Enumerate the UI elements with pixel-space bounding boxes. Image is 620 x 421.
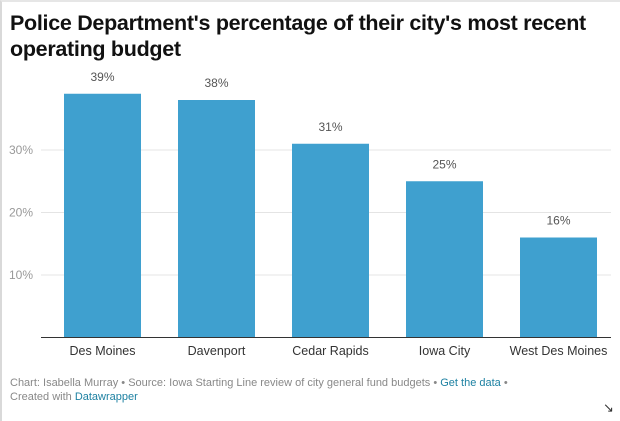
value-label: 16% xyxy=(546,214,570,228)
value-labels: 39% 38% 31% 25% 16% xyxy=(90,70,570,228)
value-label: 31% xyxy=(318,120,342,134)
source-text: Source: Iowa Starting Line review of cit… xyxy=(128,377,431,389)
chart-credit: Chart: Isabella Murray xyxy=(10,377,119,389)
x-tick-label: Des Moines xyxy=(70,344,136,358)
bar xyxy=(520,237,597,338)
y-tick-labels: 10% 20% 30% xyxy=(9,143,33,282)
bar xyxy=(292,143,369,338)
bar xyxy=(406,181,483,338)
x-tick-label: Iowa City xyxy=(419,344,471,358)
x-tick-label: Cedar Rapids xyxy=(292,344,368,358)
resize-icon[interactable]: ↘ xyxy=(603,400,614,415)
datawrapper-link[interactable]: Datawrapper xyxy=(74,391,138,403)
chart-title: Police Department's percentage of their … xyxy=(10,11,586,61)
chart-footer: Chart: Isabella Murray • Source: Iowa St… xyxy=(10,376,508,404)
bars xyxy=(64,93,597,338)
bar xyxy=(178,100,255,338)
value-label: 39% xyxy=(90,70,114,84)
separator: • xyxy=(430,377,441,389)
y-tick-label: 10% xyxy=(9,268,33,282)
y-tick-label: 20% xyxy=(9,206,33,220)
separator: • xyxy=(118,377,129,389)
separator: • xyxy=(500,377,508,389)
y-tick-label: 30% xyxy=(9,143,33,157)
x-tick-label: Davenport xyxy=(188,344,246,358)
get-the-data-link[interactable]: Get the data xyxy=(440,377,501,389)
bar xyxy=(64,93,141,338)
x-tick-label: West Des Moines xyxy=(510,344,608,358)
created-with-text: Created with xyxy=(10,391,75,403)
value-label: 38% xyxy=(204,76,228,90)
value-label: 25% xyxy=(432,157,456,171)
x-tick-labels: Des Moines Davenport Cedar Rapids Iowa City… xyxy=(70,344,608,358)
bar-chart: 39% 38% 31% 25% 16% 10% 20% 30% Des Moines Dave… xyxy=(9,70,611,358)
